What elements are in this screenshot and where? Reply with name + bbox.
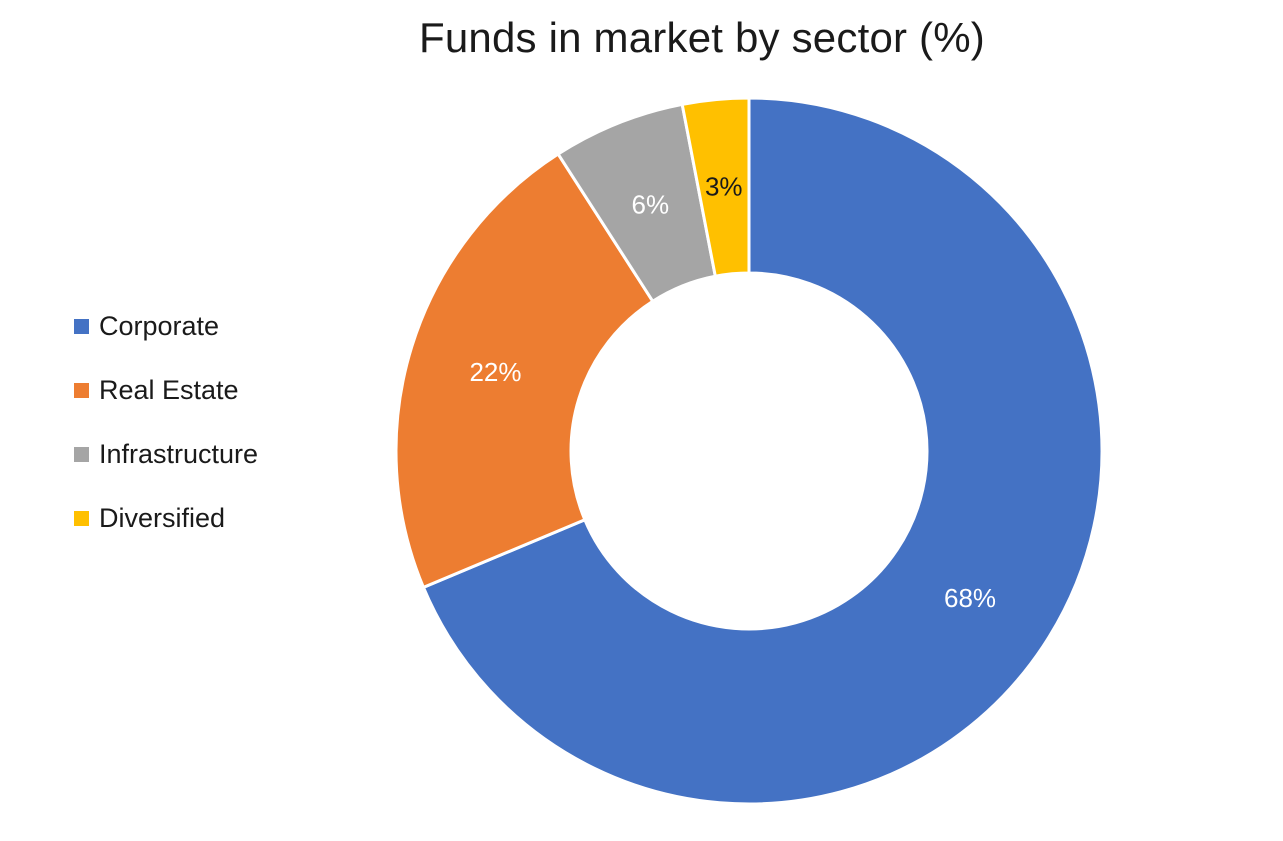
legend-label-real-estate: Real Estate — [99, 374, 239, 405]
legend-swatch-corporate — [74, 318, 89, 334]
legend-item-diversified: Diversified — [74, 475, 258, 561]
legend-swatch-diversified — [74, 510, 89, 526]
chart-title: Funds in market by sector (%) — [419, 14, 985, 61]
slice-diversified — [680, 96, 751, 278]
legend-swatch-real-estate — [74, 382, 89, 398]
data-label-real-estate: 22% — [469, 357, 521, 387]
legend-item-real-estate: Real Estate — [74, 347, 258, 433]
legend-label-diversified: Diversified — [99, 502, 226, 533]
data-label-diversified: 3% — [705, 172, 743, 202]
legend-item-corporate: Corporate — [74, 283, 258, 369]
legend-item-infrastructure: Infrastructure — [74, 411, 258, 497]
legend-label-infrastructure: Infrastructure — [99, 438, 259, 469]
data-label-corporate: 68% — [944, 583, 996, 613]
slice-real-estate — [394, 151, 655, 590]
legend-label-corporate: Corporate — [99, 310, 220, 341]
legend: Corporate Real Estate Infrastructure Div… — [74, 283, 258, 561]
data-label-infrastructure: 6% — [632, 190, 670, 220]
slice-corporate — [421, 96, 1104, 806]
legend-swatch-infrastructure — [74, 446, 89, 462]
